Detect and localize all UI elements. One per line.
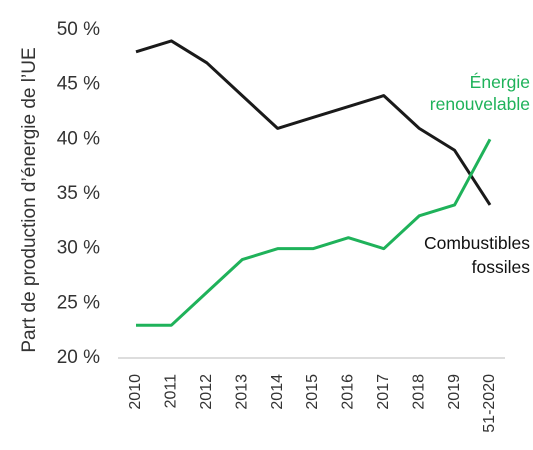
y-tick-label: 40 %	[57, 128, 100, 149]
x-tick-label: 2018	[410, 374, 427, 410]
y-axis-label: Part de production d’énergie de l’UE	[19, 47, 40, 352]
series-label-line: fossiles	[472, 257, 531, 277]
y-tick-label: 25 %	[57, 292, 100, 313]
x-tick-label: 2010	[127, 374, 144, 410]
series-label-line: Énergie	[470, 72, 530, 92]
series-line	[136, 138, 492, 327]
x-tick-label: 2012	[198, 374, 215, 410]
y-tick-label: 20 %	[57, 347, 100, 368]
series-line	[135, 39, 492, 206]
x-tick-label: 2014	[269, 374, 286, 410]
y-tick-label: 30 %	[57, 238, 100, 259]
y-tick-label: 45 %	[57, 74, 100, 95]
x-tick-label: 2016	[340, 374, 357, 410]
series-label: Combustibles fossiles	[424, 233, 530, 277]
y-tick-label: 50 %	[57, 19, 100, 40]
x-tick-label: 51-2020	[481, 374, 498, 433]
series-label-line: Combustibles	[424, 233, 530, 253]
x-tick-label: 2013	[233, 374, 250, 410]
x-tick-label: 2017	[375, 374, 392, 410]
x-tick-label: 2011	[163, 374, 180, 409]
x-tick-label: 2019	[446, 374, 463, 410]
series-label-line: renouvelable	[430, 94, 530, 114]
y-tick-label: 35 %	[57, 183, 100, 204]
series-label: Énergie renouvelable	[430, 72, 530, 114]
x-tick-label: 2015	[304, 374, 321, 410]
